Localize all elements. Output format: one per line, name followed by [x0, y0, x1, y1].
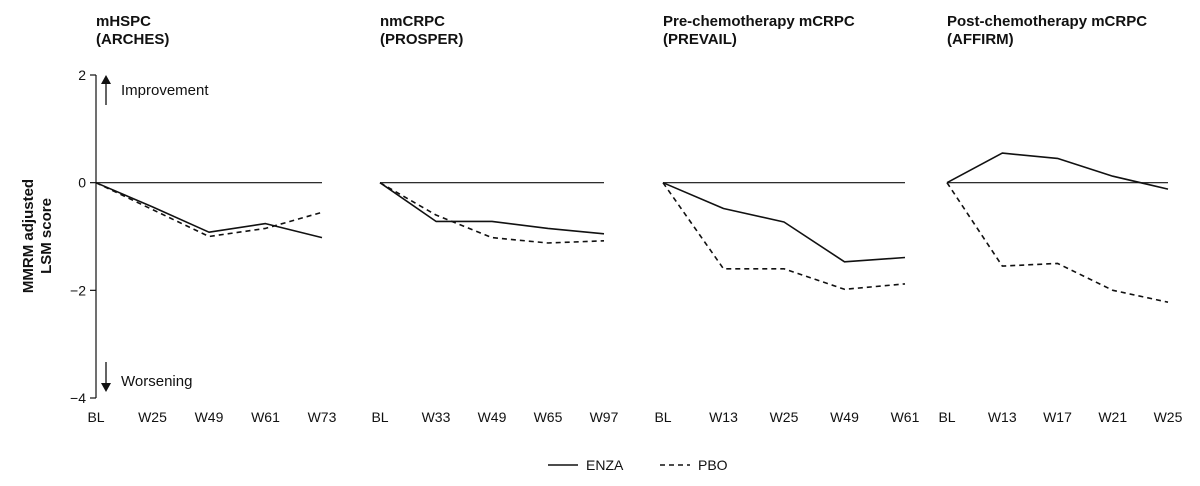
series-line-enza [946, 152, 1169, 190]
series-line-enza [379, 182, 605, 235]
worsening-label: Worsening [121, 373, 192, 390]
series-line-pbo [379, 182, 605, 244]
panel-title-line2: (ARCHES) [96, 31, 169, 48]
x-tick-label: W13 [709, 409, 738, 425]
x-tick-label: W21 [1098, 409, 1127, 425]
x-tick-label: BL [371, 409, 388, 425]
x-tick-label: W49 [195, 409, 224, 425]
x-tick-label: W13 [988, 409, 1017, 425]
series-line-pbo [662, 182, 906, 291]
improvement-label: Improvement [121, 82, 209, 99]
x-tick-label: W65 [534, 409, 563, 425]
panel-title-line2: (PROSPER) [380, 31, 463, 48]
x-tick-label: W73 [308, 409, 337, 425]
improvement-arrow-head [101, 75, 111, 84]
y-tick-label: 2 [78, 67, 86, 83]
x-tick-label: W25 [138, 409, 167, 425]
y-tick-label: −2 [70, 282, 86, 298]
panel-title-line1: nmCRPC [380, 13, 445, 30]
x-tick-label: W25 [1154, 409, 1183, 425]
x-tick-label: BL [938, 409, 955, 425]
series-line-enza [95, 181, 323, 239]
y-axis-label: MMRM adjustedLSM score [20, 179, 55, 293]
legend-label-pbo: PBO [698, 457, 728, 473]
series-line-pbo [946, 182, 1169, 303]
x-tick-label: W33 [422, 409, 451, 425]
panel-title-line2: (PREVAIL) [663, 31, 737, 48]
x-tick-label: BL [654, 409, 671, 425]
x-tick-label: W25 [770, 409, 799, 425]
x-tick-label: W49 [830, 409, 859, 425]
panel-title-line1: Post-chemotherapy mCRPC [947, 13, 1147, 30]
panel-title-line1: Pre-chemotherapy mCRPC [663, 13, 855, 30]
x-tick-label: W97 [590, 409, 619, 425]
panel-title-line2: (AFFIRM) [947, 31, 1014, 48]
series-line-enza [662, 181, 906, 263]
x-tick-label: BL [87, 409, 104, 425]
worsening-arrow-head [101, 383, 111, 392]
y-tick-label: −4 [70, 390, 86, 406]
x-tick-label: W17 [1043, 409, 1072, 425]
x-tick-label: W49 [478, 409, 507, 425]
panel-title-line1: mHSPC [96, 13, 151, 30]
x-tick-label: W61 [891, 409, 920, 425]
x-tick-label: W61 [251, 409, 280, 425]
series-line-pbo [95, 181, 323, 238]
y-tick-label: 0 [78, 175, 86, 191]
legend-label-enza: ENZA [586, 457, 624, 473]
